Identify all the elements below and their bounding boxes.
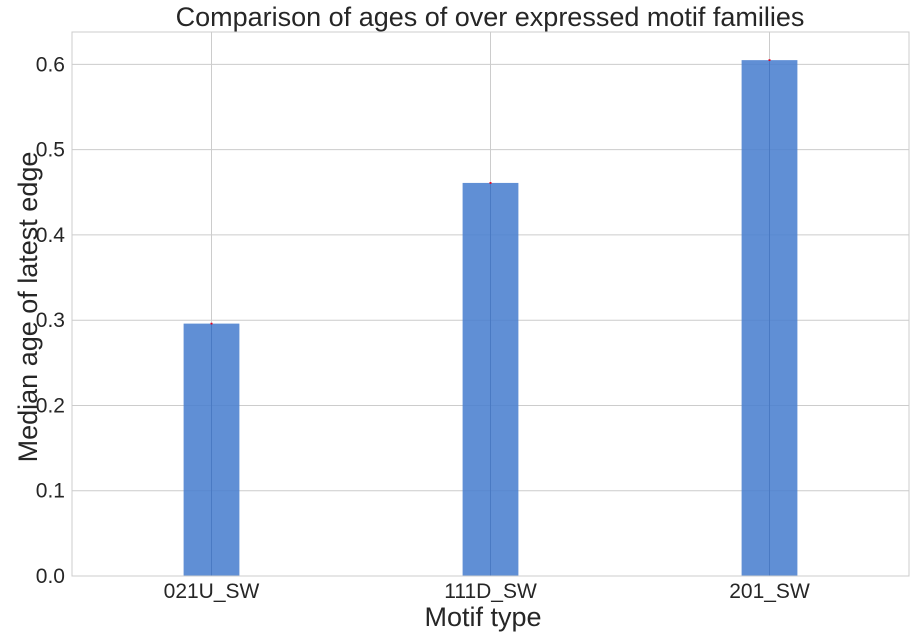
y-tick-label: 0.6 [36,53,65,76]
chart-title: Comparison of ages of over expressed mot… [176,2,805,32]
y-tick-label: 0.3 [36,309,65,332]
y-tick-labels: 0.0 0.1 0.2 0.3 0.4 0.5 0.6 [36,53,66,588]
x-tick-label: 021U_SW [164,580,260,603]
y-tick-label: 0.4 [36,224,66,247]
x-tick-label: 111D_SW [444,580,537,603]
y-axis-label: Median age of latest edge [13,152,43,463]
error-bar-layer [210,59,771,325]
y-tick-label: 0.1 [36,480,65,503]
y-tick-label: 0.2 [36,394,65,417]
x-tick-labels: 021U_SW 111D_SW 201_SW [164,580,810,603]
bar-layer [183,60,798,576]
y-tick-label: 0.5 [36,139,65,162]
plot-border [71,31,910,577]
x-axis-label: Motif type [424,602,541,632]
y-tick-label: 0.0 [36,565,65,588]
x-tick-label: 201_SW [729,580,810,603]
